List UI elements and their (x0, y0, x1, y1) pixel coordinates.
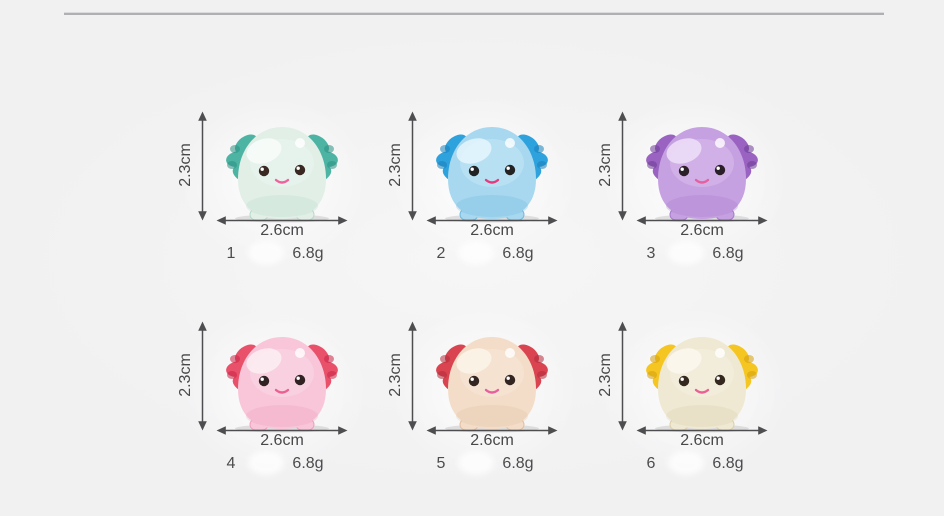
face (468, 374, 516, 394)
height-dimension-label: 2.3cm (177, 353, 194, 397)
face (258, 374, 306, 394)
width-dimension-label: 2.6cm (260, 222, 304, 239)
width-measure-arrow (636, 214, 768, 227)
left-eye (678, 165, 690, 177)
height-measure-arrow (406, 321, 419, 431)
face (678, 374, 726, 394)
erased-text-smudge (458, 241, 494, 265)
width-dimension-label: 2.6cm (680, 432, 724, 449)
erased-text-smudge (668, 451, 704, 475)
height-dimension-label: 2.3cm (387, 353, 404, 397)
variant-cell-2: 2.3cm (382, 97, 582, 275)
item-weight: 6.8g (292, 455, 324, 472)
item-number: 4 (226, 455, 236, 472)
item-number: 1 (226, 245, 236, 262)
top-divider-line (64, 13, 884, 15)
variant-cell-3: 2.3cm (592, 97, 792, 275)
item-weight: 6.8g (502, 455, 534, 472)
left-eye (468, 165, 480, 177)
axolotl-figurine-pink (224, 329, 340, 433)
height-measure-arrow (406, 111, 419, 221)
variant-cell-4: 2.3cm (172, 307, 372, 485)
item-number: 2 (436, 245, 446, 262)
item-meta-row: 1 6.8g (172, 241, 372, 267)
axolotl-figurine-blue (434, 119, 550, 223)
left-eye (258, 375, 270, 387)
width-dimension-label: 2.6cm (470, 432, 514, 449)
right-eye (504, 374, 516, 386)
face (678, 164, 726, 184)
item-weight: 6.8g (502, 245, 534, 262)
item-number: 6 (646, 455, 656, 472)
item-meta-row: 4 6.8g (172, 451, 372, 477)
width-measure-arrow (426, 214, 558, 227)
item-number: 5 (436, 455, 446, 472)
mouth (274, 178, 290, 184)
height-dimension-label: 2.3cm (597, 353, 614, 397)
mouth (484, 178, 500, 184)
item-meta-row: 2 6.8g (382, 241, 582, 267)
item-weight: 6.8g (712, 245, 744, 262)
height-measure-arrow (616, 321, 629, 431)
width-dimension-label: 2.6cm (680, 222, 724, 239)
height-measure-arrow (616, 111, 629, 221)
item-meta-row: 5 6.8g (382, 451, 582, 477)
right-eye (714, 374, 726, 386)
axolotl-figurine-beige (434, 329, 550, 433)
erased-text-smudge (458, 451, 494, 475)
variant-cell-6: 2.3cm (592, 307, 792, 485)
height-measure-arrow (196, 111, 209, 221)
mouth (694, 388, 710, 394)
width-measure-arrow (216, 424, 348, 437)
erased-text-smudge (248, 451, 284, 475)
left-eye (258, 165, 270, 177)
axolotl-figurine-ivory (644, 329, 760, 433)
width-measure-arrow (216, 214, 348, 227)
variant-cell-5: 2.3cm (382, 307, 582, 485)
item-weight: 6.8g (292, 245, 324, 262)
height-measure-arrow (196, 321, 209, 431)
item-number: 3 (646, 245, 656, 262)
width-dimension-label: 2.6cm (260, 432, 304, 449)
item-meta-row: 6 6.8g (592, 451, 792, 477)
mouth (274, 388, 290, 394)
item-weight: 6.8g (712, 455, 744, 472)
width-measure-arrow (426, 424, 558, 437)
face (258, 164, 306, 184)
height-dimension-label: 2.3cm (597, 143, 614, 187)
left-eye (468, 375, 480, 387)
mouth (484, 388, 500, 394)
mouth (694, 178, 710, 184)
face (468, 164, 516, 184)
axolotl-figurine-mint-green (224, 119, 340, 223)
erased-text-smudge (248, 241, 284, 265)
height-dimension-label: 2.3cm (177, 143, 194, 187)
item-meta-row: 3 6.8g (592, 241, 792, 267)
right-eye (294, 164, 306, 176)
right-eye (294, 374, 306, 386)
variant-cell-1: 2.3cm (172, 97, 372, 275)
height-dimension-label: 2.3cm (387, 143, 404, 187)
axolotl-figurine-purple (644, 119, 760, 223)
left-eye (678, 375, 690, 387)
width-dimension-label: 2.6cm (470, 222, 514, 239)
right-eye (504, 164, 516, 176)
erased-text-smudge (668, 241, 704, 265)
right-eye (714, 164, 726, 176)
width-measure-arrow (636, 424, 768, 437)
